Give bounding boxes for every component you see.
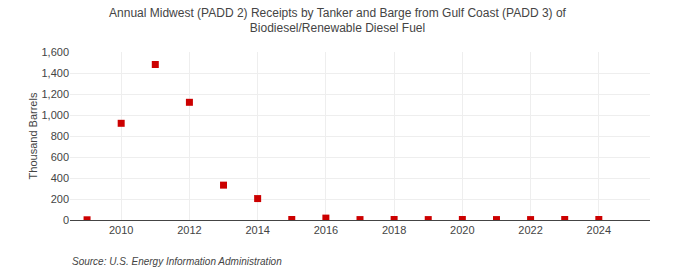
svg-text:400: 400	[51, 172, 69, 184]
svg-text:1,600: 1,600	[41, 46, 69, 58]
svg-text:2010: 2010	[109, 224, 133, 236]
svg-text:1,400: 1,400	[41, 67, 69, 79]
svg-text:2014: 2014	[245, 224, 269, 236]
svg-text:Annual Midwest (PADD 2) Receip: Annual Midwest (PADD 2) Receipts by Tank…	[109, 6, 567, 36]
svg-text:200: 200	[51, 193, 69, 205]
svg-text:2024: 2024	[587, 224, 611, 236]
svg-text:2020: 2020	[450, 224, 474, 236]
svg-text:2022: 2022	[518, 224, 542, 236]
svg-text:Source: U.S. Energy Informatio: Source: U.S. Energy Information Administ…	[72, 256, 282, 267]
svg-text:600: 600	[51, 151, 69, 163]
svg-text:2016: 2016	[314, 224, 338, 236]
svg-text:800: 800	[51, 130, 69, 142]
svg-text:1,200: 1,200	[41, 88, 69, 100]
svg-text:Thousand Barrels: Thousand Barrels	[27, 92, 39, 179]
svg-text:2018: 2018	[382, 224, 406, 236]
svg-text:0: 0	[63, 214, 69, 226]
svg-text:1,000: 1,000	[41, 109, 69, 121]
svg-text:2012: 2012	[177, 224, 201, 236]
